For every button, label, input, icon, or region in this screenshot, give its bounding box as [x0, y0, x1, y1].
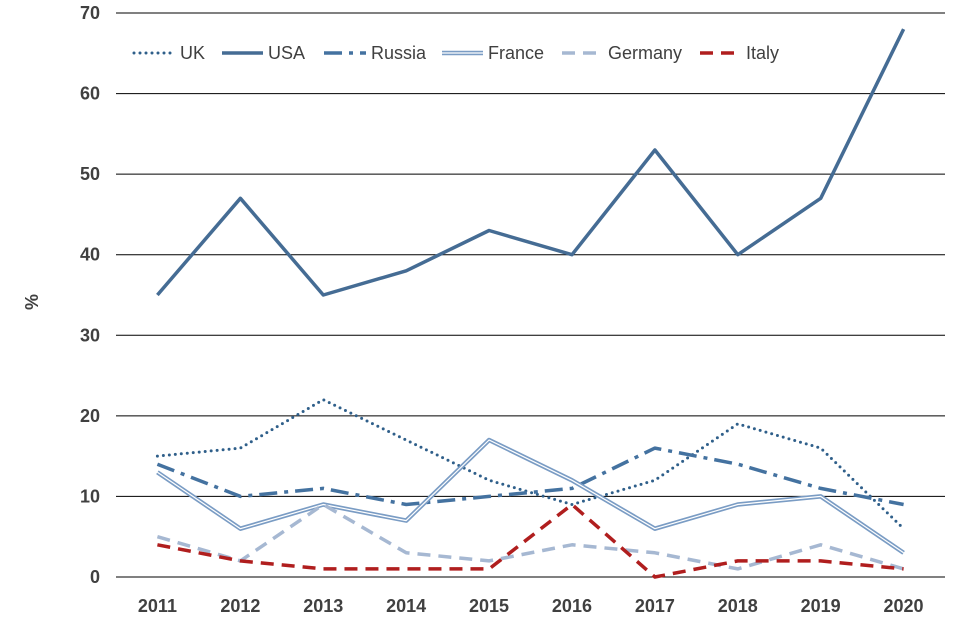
series-line-uk [155, 398, 906, 531]
x-tick-label: 2020 [884, 596, 924, 616]
y-tick-label: 30 [80, 325, 100, 345]
y-tick-label: 50 [80, 164, 100, 184]
legend-item-usa: USA [222, 43, 305, 63]
legend-label-germany: Germany [608, 43, 682, 63]
series-uk [155, 398, 906, 531]
y-tick-label: 0 [90, 567, 100, 587]
x-tick-label: 2018 [718, 596, 758, 616]
y-axis-ticks: 0 10 20 30 40 50 60 70 [80, 3, 100, 587]
series-italy [157, 502, 904, 579]
x-tick-label: 2012 [220, 596, 260, 616]
series-line-germany [156, 502, 905, 571]
legend-item-france: France [442, 43, 544, 63]
y-tick-label: 40 [80, 245, 100, 265]
gridlines [116, 12, 945, 578]
y-tick-label: 10 [80, 486, 100, 506]
x-tick-label: 2016 [552, 596, 592, 616]
legend: UK USA Russia France Germany Italy [132, 43, 779, 63]
x-tick-label: 2013 [303, 596, 343, 616]
y-tick-label: 20 [80, 406, 100, 426]
legend-label-russia: Russia [371, 43, 427, 63]
x-axis-ticks: 2011 2012 2013 2014 2015 2016 2017 2018 2019 2020 [138, 596, 924, 616]
series-lines [155, 28, 906, 579]
x-tick-label: 2014 [386, 596, 426, 616]
legend-item-germany: Germany [562, 43, 682, 63]
legend-label-usa: USA [268, 43, 305, 63]
legend-label-italy: Italy [746, 43, 779, 63]
y-tick-label: 70 [80, 3, 100, 23]
legend-item-uk: UK [132, 43, 205, 63]
series-line-usa [156, 28, 906, 297]
x-tick-label: 2017 [635, 596, 675, 616]
series-germany [156, 502, 905, 571]
series-line-italy [157, 502, 904, 579]
y-tick-label: 60 [80, 84, 100, 104]
legend-item-russia: Russia [324, 43, 427, 63]
legend-label-uk: UK [180, 43, 205, 63]
x-tick-label: 2011 [138, 596, 177, 616]
series-line-inner-france [157, 439, 904, 554]
legend-label-france: France [488, 43, 544, 63]
x-tick-label: 2015 [469, 596, 509, 616]
series-usa [156, 28, 906, 297]
legend-item-italy: Italy [700, 43, 779, 63]
y-axis-label: % [22, 294, 42, 310]
x-tick-label: 2019 [801, 596, 841, 616]
series-france [156, 437, 905, 555]
